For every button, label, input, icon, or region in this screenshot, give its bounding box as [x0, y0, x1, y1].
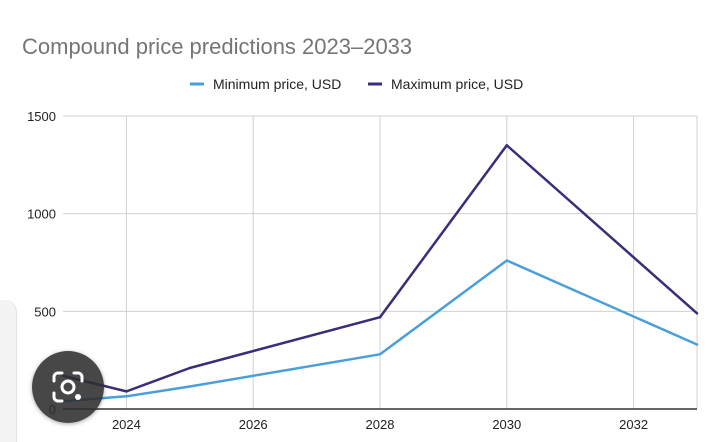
x-tick-label: 2028	[366, 417, 395, 432]
visual-search-button[interactable]	[32, 351, 104, 423]
data-point	[188, 366, 191, 370]
data-point	[505, 144, 508, 147]
y-tick-label: 1500	[27, 109, 56, 124]
grid	[63, 115, 698, 409]
legend-label-minimum: Minimum price, USD	[213, 76, 341, 92]
data-point	[378, 315, 382, 319]
data-point	[505, 259, 508, 262]
data-point	[695, 312, 699, 315]
data-point	[378, 353, 382, 356]
series-layer	[61, 144, 699, 403]
data-point	[188, 385, 191, 388]
x-tick-label: 2026	[239, 417, 268, 432]
data-point	[695, 343, 699, 346]
data-point	[125, 390, 128, 393]
x-tick-label: 2024	[112, 417, 141, 432]
series-line-maximum	[61, 144, 699, 393]
y-tick-label: 1000	[27, 207, 56, 222]
x-tick-label: 2030	[492, 417, 521, 432]
y-tick-label: 500	[34, 304, 56, 319]
x-axis-ticks: 2024 2026 2028 2030 2032	[112, 417, 648, 432]
camera-search-icon	[52, 371, 84, 403]
x-tick-label: 2032	[619, 417, 648, 432]
legend-label-maximum: Maximum price, USD	[391, 76, 523, 92]
legend: Minimum price, USD Maximum price, USD	[190, 76, 523, 92]
data-point	[125, 395, 128, 398]
chart-title: Compound price predictions 2023–2033	[22, 34, 412, 59]
series-line-minimum	[61, 259, 699, 403]
side-panel-edge	[0, 300, 17, 442]
